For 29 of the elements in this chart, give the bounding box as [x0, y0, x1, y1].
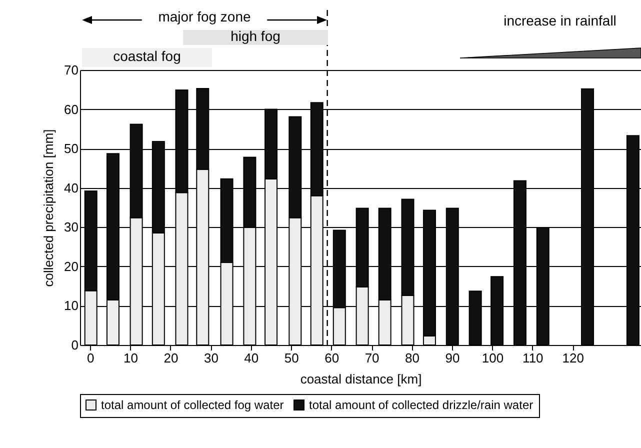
x-tick-label: 60 — [324, 350, 340, 366]
x-tick-label: 50 — [284, 350, 299, 366]
y-tick-label: 10 — [64, 298, 78, 314]
x-tick-label: 100 — [482, 350, 504, 366]
x-tick-label: 90 — [445, 350, 460, 366]
y-tick-label: 50 — [64, 141, 78, 156]
y-tick-label: 40 — [64, 180, 78, 196]
y-tick-label: 0 — [71, 338, 78, 352]
x-tick-label: 80 — [405, 350, 420, 366]
legend-label: total amount of collected fog water — [101, 398, 284, 412]
text: increase in rainfall — [504, 12, 616, 29]
y-tick-label: 70 — [64, 62, 78, 78]
y-tick-label: 30 — [64, 220, 78, 235]
y-axis-title: collected precipitation [mm] — [41, 129, 56, 287]
y-tick-label: 60 — [64, 102, 78, 117]
x-tick-label: 110 — [522, 350, 544, 366]
text: coastal fog — [113, 48, 181, 64]
x-tick-label: 40 — [244, 350, 259, 366]
x-tick-label: 10 — [124, 350, 138, 366]
x-tick-label: 70 — [364, 350, 380, 366]
x-tick-label: 20 — [164, 350, 178, 366]
y-tick-label: 20 — [64, 258, 78, 274]
legend-label: total amount of collected drizzle/rain water — [309, 398, 534, 412]
x-tick-label: 120 — [562, 350, 584, 366]
x-tick-label: 0 — [86, 350, 94, 366]
text: major fog zone — [158, 8, 252, 25]
x-tick-label: 30 — [204, 350, 218, 366]
x-axis-title: coastal distance [km] — [300, 372, 422, 386]
text: high fog — [230, 28, 280, 44]
